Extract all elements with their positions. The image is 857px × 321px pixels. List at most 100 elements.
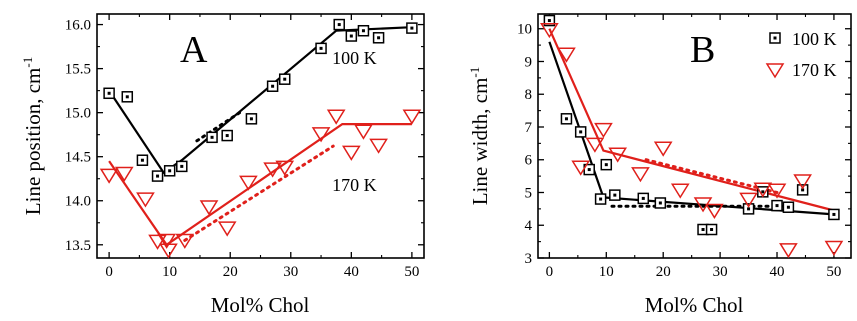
data-point-square [176,160,188,173]
data-point-triangle [239,175,258,191]
data-point-square [782,201,795,213]
data-point-triangle [739,192,758,208]
data-point-square [136,154,149,166]
y-axis-title-sup-b: -1 [467,67,482,78]
data-point-square [372,32,385,44]
tick-labels-a: 0 10 20 30 40 50 13.5 14.0 14.5 15.0 15.5 16.0 [65,18,420,280]
data-point-square [594,193,607,205]
data-points-b [540,14,844,259]
data-point-triangle [571,160,591,176]
data-point-triangle [779,243,798,259]
data-point-triangle [148,234,167,250]
y-tick-label: 10 [517,22,532,38]
x-tick-label: 40 [344,264,359,280]
data-point-triangle [114,166,134,182]
data-point-square [609,189,621,201]
data-point-triangle [136,192,155,208]
data-point-triangle [608,147,628,163]
data-point-triangle [199,200,219,216]
y-tick-label: 5 [525,185,533,201]
data-point-square [574,126,587,138]
y-axis-title-b: Line width, cm-1 [467,67,492,206]
fit-line-dotted [644,158,779,194]
data-point-square [828,208,840,221]
annotation-100k-a: 100 K [332,48,377,68]
ticks-b [538,14,851,259]
x-tick-label: 30 [713,264,728,280]
data-point-square [333,18,345,31]
data-point-square [163,165,176,177]
y-tick-label: 4 [525,218,533,234]
data-point-triangle [159,243,178,259]
data-points-a [99,18,422,259]
data-point-square [600,158,613,171]
data-point-triangle [653,141,673,157]
data-point-square [345,30,358,42]
data-point-triangle [824,240,844,256]
y-axis-title-a: Line position, cm-1 [20,57,45,215]
ticks-a [97,14,424,258]
data-point-square [637,192,650,205]
y-tick-label: 7 [525,120,533,136]
x-tick-label: 10 [162,264,177,280]
data-point-triangle [217,221,237,237]
data-point-square [245,113,258,125]
data-point-triangle [157,233,176,249]
data-point-triangle [705,203,724,219]
data-point-square [742,203,755,215]
data-point-square [796,184,809,196]
y-axis-title-sup-a: -1 [20,57,35,68]
data-point-triangle [99,168,119,184]
data-point-square [771,199,783,212]
y-tick-label: 6 [525,153,533,169]
x-tick-label: 30 [283,264,298,280]
x-tick-label: 40 [770,264,785,280]
data-point-square [103,87,115,100]
fit-line-solid [108,122,412,247]
data-point-square [543,14,556,27]
data-point-triangle [402,109,422,125]
y-tick-label: 9 [525,54,533,70]
x-tick-label: 50 [404,264,419,280]
data-point-triangle [275,160,295,176]
fit-line-dotted [195,109,244,143]
legend-marker-170k [765,63,785,79]
data-point-square [206,131,218,144]
data-point-triangle [369,138,388,154]
data-point-square [406,22,418,34]
annotation-170k-a: 170 K [332,175,377,195]
data-point-triangle [631,167,650,183]
data-point-square [121,91,134,103]
data-point-triangle [753,182,773,198]
data-point-square [151,170,164,182]
panel-label-b: B [690,29,715,71]
y-tick-label: 3 [525,251,533,267]
y-tick-label: 14.0 [65,194,91,210]
y-tick-label: 14.5 [65,150,91,166]
panel-label-a: A [180,29,208,71]
data-point-triangle [793,174,812,190]
data-point-triangle [326,109,346,125]
legend-label-100k: 100 K [792,29,837,49]
x-tick-label: 0 [105,264,113,280]
x-tick-label: 20 [223,264,238,280]
data-point-triangle [594,122,613,139]
y-tick-label: 16.0 [65,18,91,34]
y-tick-label: 15.5 [65,62,91,78]
data-point-triangle [175,233,195,249]
data-point-square [654,197,667,209]
data-point-square [221,129,233,142]
data-point-square [266,80,279,92]
data-point-triangle [341,145,361,161]
y-tick-label: 8 [525,87,533,103]
legend-marker-100k-inner [773,36,777,40]
data-point-square [357,24,370,37]
x-tick-label: 0 [546,264,554,280]
tick-labels-b: 0 10 20 30 40 50 3 4 5 6 7 8 9 10 [517,22,841,280]
x-axis-title-b: Mol% Chol [645,293,744,317]
x-tick-label: 20 [656,264,671,280]
legend: 100 K 170 K [765,29,837,80]
data-point-triangle [670,183,690,199]
panel-b: 0 10 20 30 40 50 3 4 5 6 7 8 9 10 B 100 K 170 K Mol% … [467,13,852,317]
